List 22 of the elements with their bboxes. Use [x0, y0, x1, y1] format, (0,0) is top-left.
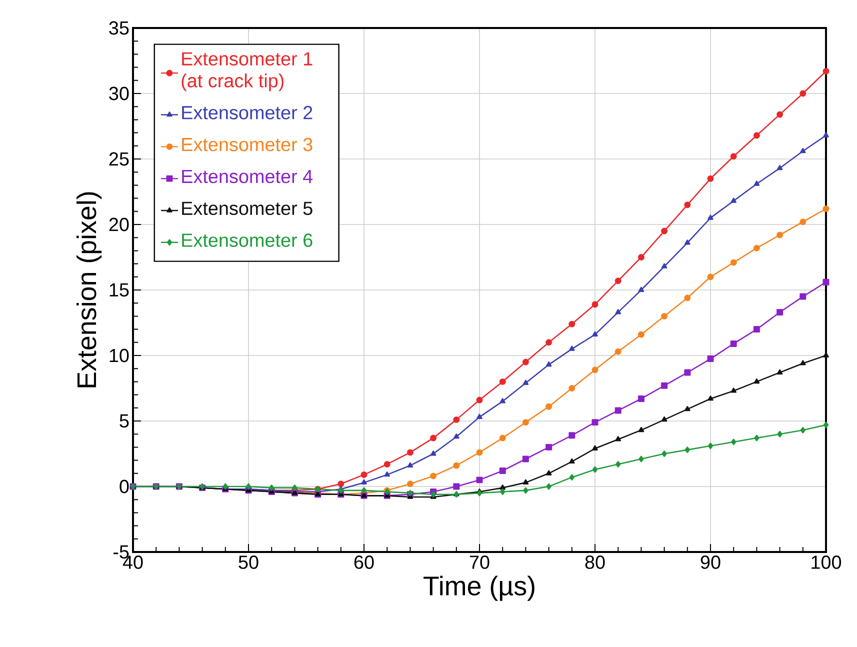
y-tick-label: 15 [110, 283, 129, 297]
y-tick-label: 5 [120, 414, 129, 428]
legend-label: Extensometer 1 (at crack tip) [182, 52, 312, 92]
x-tick-label: 50 [238, 556, 258, 569]
y-tick-label: 0 [120, 480, 129, 494]
legend-label: Extensometer 4 [182, 170, 313, 184]
legend-label: Extensometer 5 [182, 202, 312, 216]
legend-label: Extensometer 6 [182, 234, 312, 247]
legend-label: Extensometer 3 [182, 138, 312, 152]
x-tick-label: 70 [470, 556, 490, 569]
y-tick-label: 10 [110, 348, 129, 362]
y-tick-label: 25 [109, 152, 129, 166]
x-tick-label: 90 [700, 556, 720, 569]
y-tick-label: 30 [109, 86, 129, 100]
x-tick-label: 60 [354, 556, 374, 569]
x-tick-label: 100 [812, 556, 842, 569]
x-axis-title: Time (µs) [424, 576, 534, 601]
y-tick-label: 35 [109, 21, 129, 35]
y-axis-title: Extension (pixel) [76, 192, 102, 388]
y-tick-label: 20 [109, 218, 129, 232]
legend-label: Extensometer 2 [182, 106, 312, 120]
x-tick-label: 80 [585, 556, 605, 569]
